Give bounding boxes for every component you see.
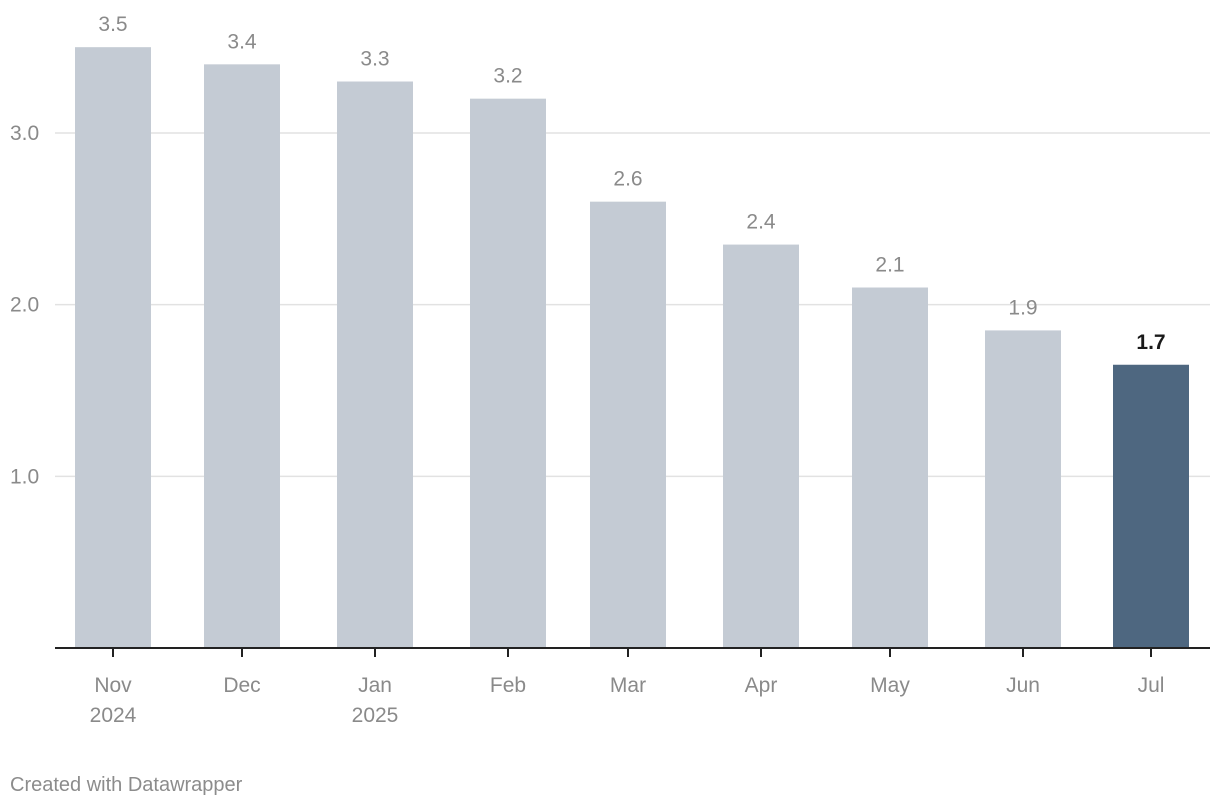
bar-value-label: 2.4 <box>746 211 776 234</box>
bar-value-label: 2.6 <box>613 168 642 191</box>
bar-value-label: 1.7 <box>1136 331 1165 354</box>
bar-value-label: 3.2 <box>493 65 522 88</box>
bar <box>723 244 799 649</box>
x-tick-label-line: 2024 <box>90 704 137 727</box>
bar-highlighted <box>1113 364 1189 648</box>
x-tick-label-line: Apr <box>745 674 778 697</box>
x-tick-label: Mar <box>610 674 646 697</box>
bar <box>337 81 413 648</box>
bar <box>75 47 151 648</box>
x-tick-label-line: May <box>870 674 910 697</box>
x-tick-label-line: Jun <box>1006 674 1040 697</box>
bars <box>75 47 1189 649</box>
y-axis-ticks: 1.0 2.0 3.0 <box>10 122 39 488</box>
y-tick-label: 2.0 <box>10 294 39 317</box>
bar <box>590 201 666 648</box>
bar <box>985 330 1061 648</box>
x-tick-label-line: Feb <box>490 674 526 697</box>
bar-value-label: 3.3 <box>360 48 389 71</box>
y-tick-label: 3.0 <box>10 122 39 145</box>
datawrapper-credit: Created with Datawrapper <box>10 774 243 796</box>
bar <box>204 64 280 649</box>
x-tick-label: May <box>870 674 910 697</box>
x-axis: Nov 2024 Dec Jan 2025 Feb Mar Apr May Jun Jul <box>55 647 1210 727</box>
x-tick-label: Jul <box>1138 674 1165 697</box>
bar-value-label: 3.4 <box>227 30 257 53</box>
x-tick-label: Jun <box>1006 674 1040 697</box>
bar-value-label: 3.5 <box>98 13 127 36</box>
x-tick-label: Feb <box>490 674 526 697</box>
x-tick-label-line: 2025 <box>352 704 399 727</box>
x-tick-label-line: Dec <box>223 674 260 697</box>
x-tick-label-line: Jan <box>358 674 392 697</box>
x-tick-label-line: Nov <box>94 674 132 697</box>
x-tick-label: Jan 2025 <box>352 674 399 727</box>
x-tick-label: Dec <box>223 674 260 697</box>
x-tick-label: Apr <box>745 674 778 697</box>
value-labels: 3.5 3.4 3.3 3.2 2.6 2.4 2.1 1.9 1.7 <box>98 13 1165 354</box>
bar-value-label: 2.1 <box>875 254 904 277</box>
bar <box>852 287 928 648</box>
x-tick-label-line: Jul <box>1138 674 1165 697</box>
y-tick-label: 1.0 <box>10 465 39 488</box>
bar-value-label: 1.9 <box>1008 296 1037 319</box>
bar-chart: 1.0 2.0 3.0 3.5 3.4 3.3 3.2 2.6 2.4 2.1 1.9 1.7 No… <box>10 13 1210 727</box>
x-tick-label: Nov 2024 <box>90 674 137 727</box>
bar <box>470 98 546 648</box>
x-tick-label-line: Mar <box>610 674 646 697</box>
